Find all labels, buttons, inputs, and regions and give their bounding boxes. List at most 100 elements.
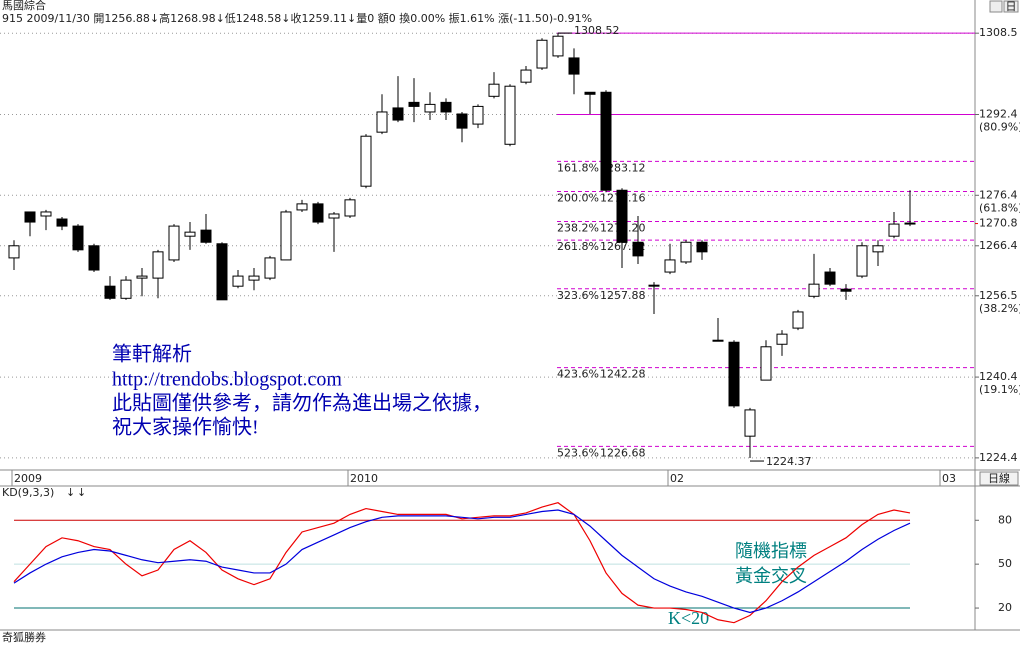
note: 祝大家操作愉快!	[112, 416, 259, 439]
candle-body	[568, 57, 580, 75]
y-tick-label: 50	[998, 557, 1012, 570]
y-tick-label: 1266.4	[979, 239, 1018, 252]
candle-body	[296, 203, 308, 211]
fib-percent: 523.6%	[557, 446, 599, 459]
candle-body	[312, 203, 324, 223]
fib-percent: 200.0%	[557, 191, 599, 204]
candle-body	[728, 341, 740, 407]
candle-body	[792, 311, 804, 329]
fib-percent: 261.8%	[557, 240, 599, 253]
view-button[interactable]	[1003, 0, 1019, 13]
candle-body	[344, 199, 356, 217]
candle-body	[104, 285, 116, 299]
candle-body	[440, 101, 452, 113]
candle-body	[488, 83, 500, 97]
fib-percent: 161.8%	[557, 161, 599, 174]
note: 筆軒解析	[112, 343, 192, 366]
candle-body	[584, 91, 596, 95]
candle-body	[760, 346, 772, 381]
kd-note: 黃金交叉	[735, 566, 807, 586]
y-tick-label: 20	[998, 601, 1012, 614]
candle-body	[40, 211, 52, 217]
kd-note: K<20	[668, 608, 709, 628]
y-tick-note: (38.2%)	[979, 302, 1020, 315]
candle-body	[232, 275, 244, 287]
x-tick-label: 03	[942, 472, 956, 485]
low-label: 1224.37	[766, 455, 812, 468]
y-tick-note: (61.8%)	[979, 201, 1020, 214]
instrument-title: 馬國綜合	[2, 0, 46, 12]
period-label[interactable]: 日線	[988, 471, 1010, 485]
candle-body	[632, 241, 644, 257]
candle-body	[216, 243, 228, 301]
fib-percent: 323.6%	[557, 289, 599, 302]
candle-body	[888, 223, 900, 237]
y-tick-label: 1292.4	[979, 107, 1018, 120]
candle-body	[264, 257, 276, 279]
candle-body	[616, 189, 628, 243]
y-tick-label: 80	[998, 513, 1012, 526]
y-tick-label: 1240.4	[979, 370, 1018, 383]
x-tick-label: 2009	[14, 472, 42, 485]
fib-value: 1242.28	[600, 368, 646, 381]
candle-body	[536, 39, 548, 69]
y-tick-label: 1256.5	[979, 289, 1018, 302]
kd-line	[13, 509, 911, 614]
quote-line: 915 2009/11/30 開1256.88↓高1268.98↓低1248.5…	[2, 11, 592, 25]
candle-body	[552, 35, 564, 57]
candle-body	[776, 333, 788, 345]
y-tick-label: 1224.4	[979, 451, 1018, 464]
y-tick-note: (80.9%)	[979, 120, 1020, 133]
candle-body	[408, 101, 420, 107]
fib-percent: 423.6%	[557, 368, 599, 381]
candle-body	[904, 222, 916, 225]
footer: 奇狐勝券	[2, 630, 46, 644]
legend-entry: ↓	[66, 486, 75, 499]
candle-body	[520, 69, 532, 83]
fib-value: 1257.88	[600, 289, 646, 302]
candle-body	[856, 245, 868, 277]
candle-body	[808, 283, 820, 297]
period-box[interactable]	[979, 471, 1019, 486]
candle-body	[680, 241, 692, 263]
candle-body	[120, 279, 132, 299]
candle-body	[872, 245, 884, 253]
candle-body	[376, 111, 388, 133]
indicator-title: KD(9,3,3)	[2, 486, 54, 499]
candle-body	[280, 211, 292, 261]
candle-body	[424, 103, 436, 113]
kd-line	[13, 502, 911, 624]
x-tick-label: 02	[670, 472, 684, 485]
toolbar-icon[interactable]	[989, 0, 1003, 13]
note: 此貼圖僅供參考，請勿作為進出場之依據，	[112, 392, 492, 415]
candle-body	[664, 259, 676, 273]
candle-body	[456, 113, 468, 129]
candle-body	[248, 275, 260, 281]
candle-body	[840, 288, 852, 292]
candle-body	[136, 275, 148, 279]
candle-body	[72, 225, 84, 251]
candle-body	[744, 409, 756, 437]
y-tick-label: 1276.4	[979, 188, 1018, 201]
candle-body	[328, 213, 340, 219]
candle-body	[184, 231, 196, 237]
view-button-label[interactable]: 日	[1006, 0, 1017, 13]
note: http://trendobs.blogspot.com	[112, 369, 342, 391]
candle-body	[504, 85, 516, 145]
high-label: 1308.52	[574, 24, 620, 37]
candle-body	[8, 245, 20, 259]
candle-body	[472, 105, 484, 125]
candle-body	[600, 91, 612, 191]
candle-body	[392, 107, 404, 121]
candle-body	[152, 251, 164, 279]
x-tick-label: 2010	[350, 472, 378, 485]
candle-body	[360, 135, 372, 187]
candle-body	[200, 229, 212, 243]
candle-body	[88, 245, 100, 271]
candle-body	[824, 271, 836, 285]
fib-value: 1226.68	[600, 446, 646, 459]
candle-body	[168, 225, 180, 261]
y-tick-label: 1308.5	[979, 26, 1018, 39]
candle-body	[56, 218, 68, 227]
